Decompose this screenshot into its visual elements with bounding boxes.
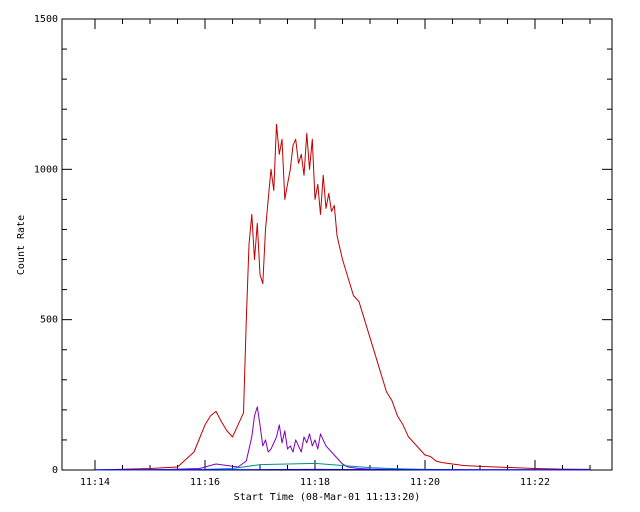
y-tick-label: 0 bbox=[52, 465, 58, 476]
x-tick-label: 11:14 bbox=[80, 477, 110, 488]
x-tick-label: 11:18 bbox=[300, 477, 330, 488]
x-tick-label: 11:20 bbox=[410, 477, 440, 488]
y-axis-title: Count Rate bbox=[16, 215, 27, 275]
x-tick-label: 11:22 bbox=[520, 477, 550, 488]
data-series bbox=[94, 123, 591, 471]
x-axis-title: Start Time (08-Mar-01 11:13:20) bbox=[234, 492, 421, 503]
y-tick-label: 500 bbox=[40, 315, 58, 326]
x-tick-label: 11:16 bbox=[190, 477, 220, 488]
plot-frame bbox=[61, 18, 613, 471]
y-tick-label: 1500 bbox=[34, 14, 58, 25]
y-axis-ticks: 0 500 1000 1500 bbox=[34, 14, 612, 476]
series-line-0 bbox=[94, 123, 591, 471]
y-tick-label: 1000 bbox=[34, 164, 58, 175]
series-line-1 bbox=[95, 406, 590, 471]
x-axis-ticks: 11:14 11:16 11:18 11:20 11:22 bbox=[80, 19, 591, 488]
